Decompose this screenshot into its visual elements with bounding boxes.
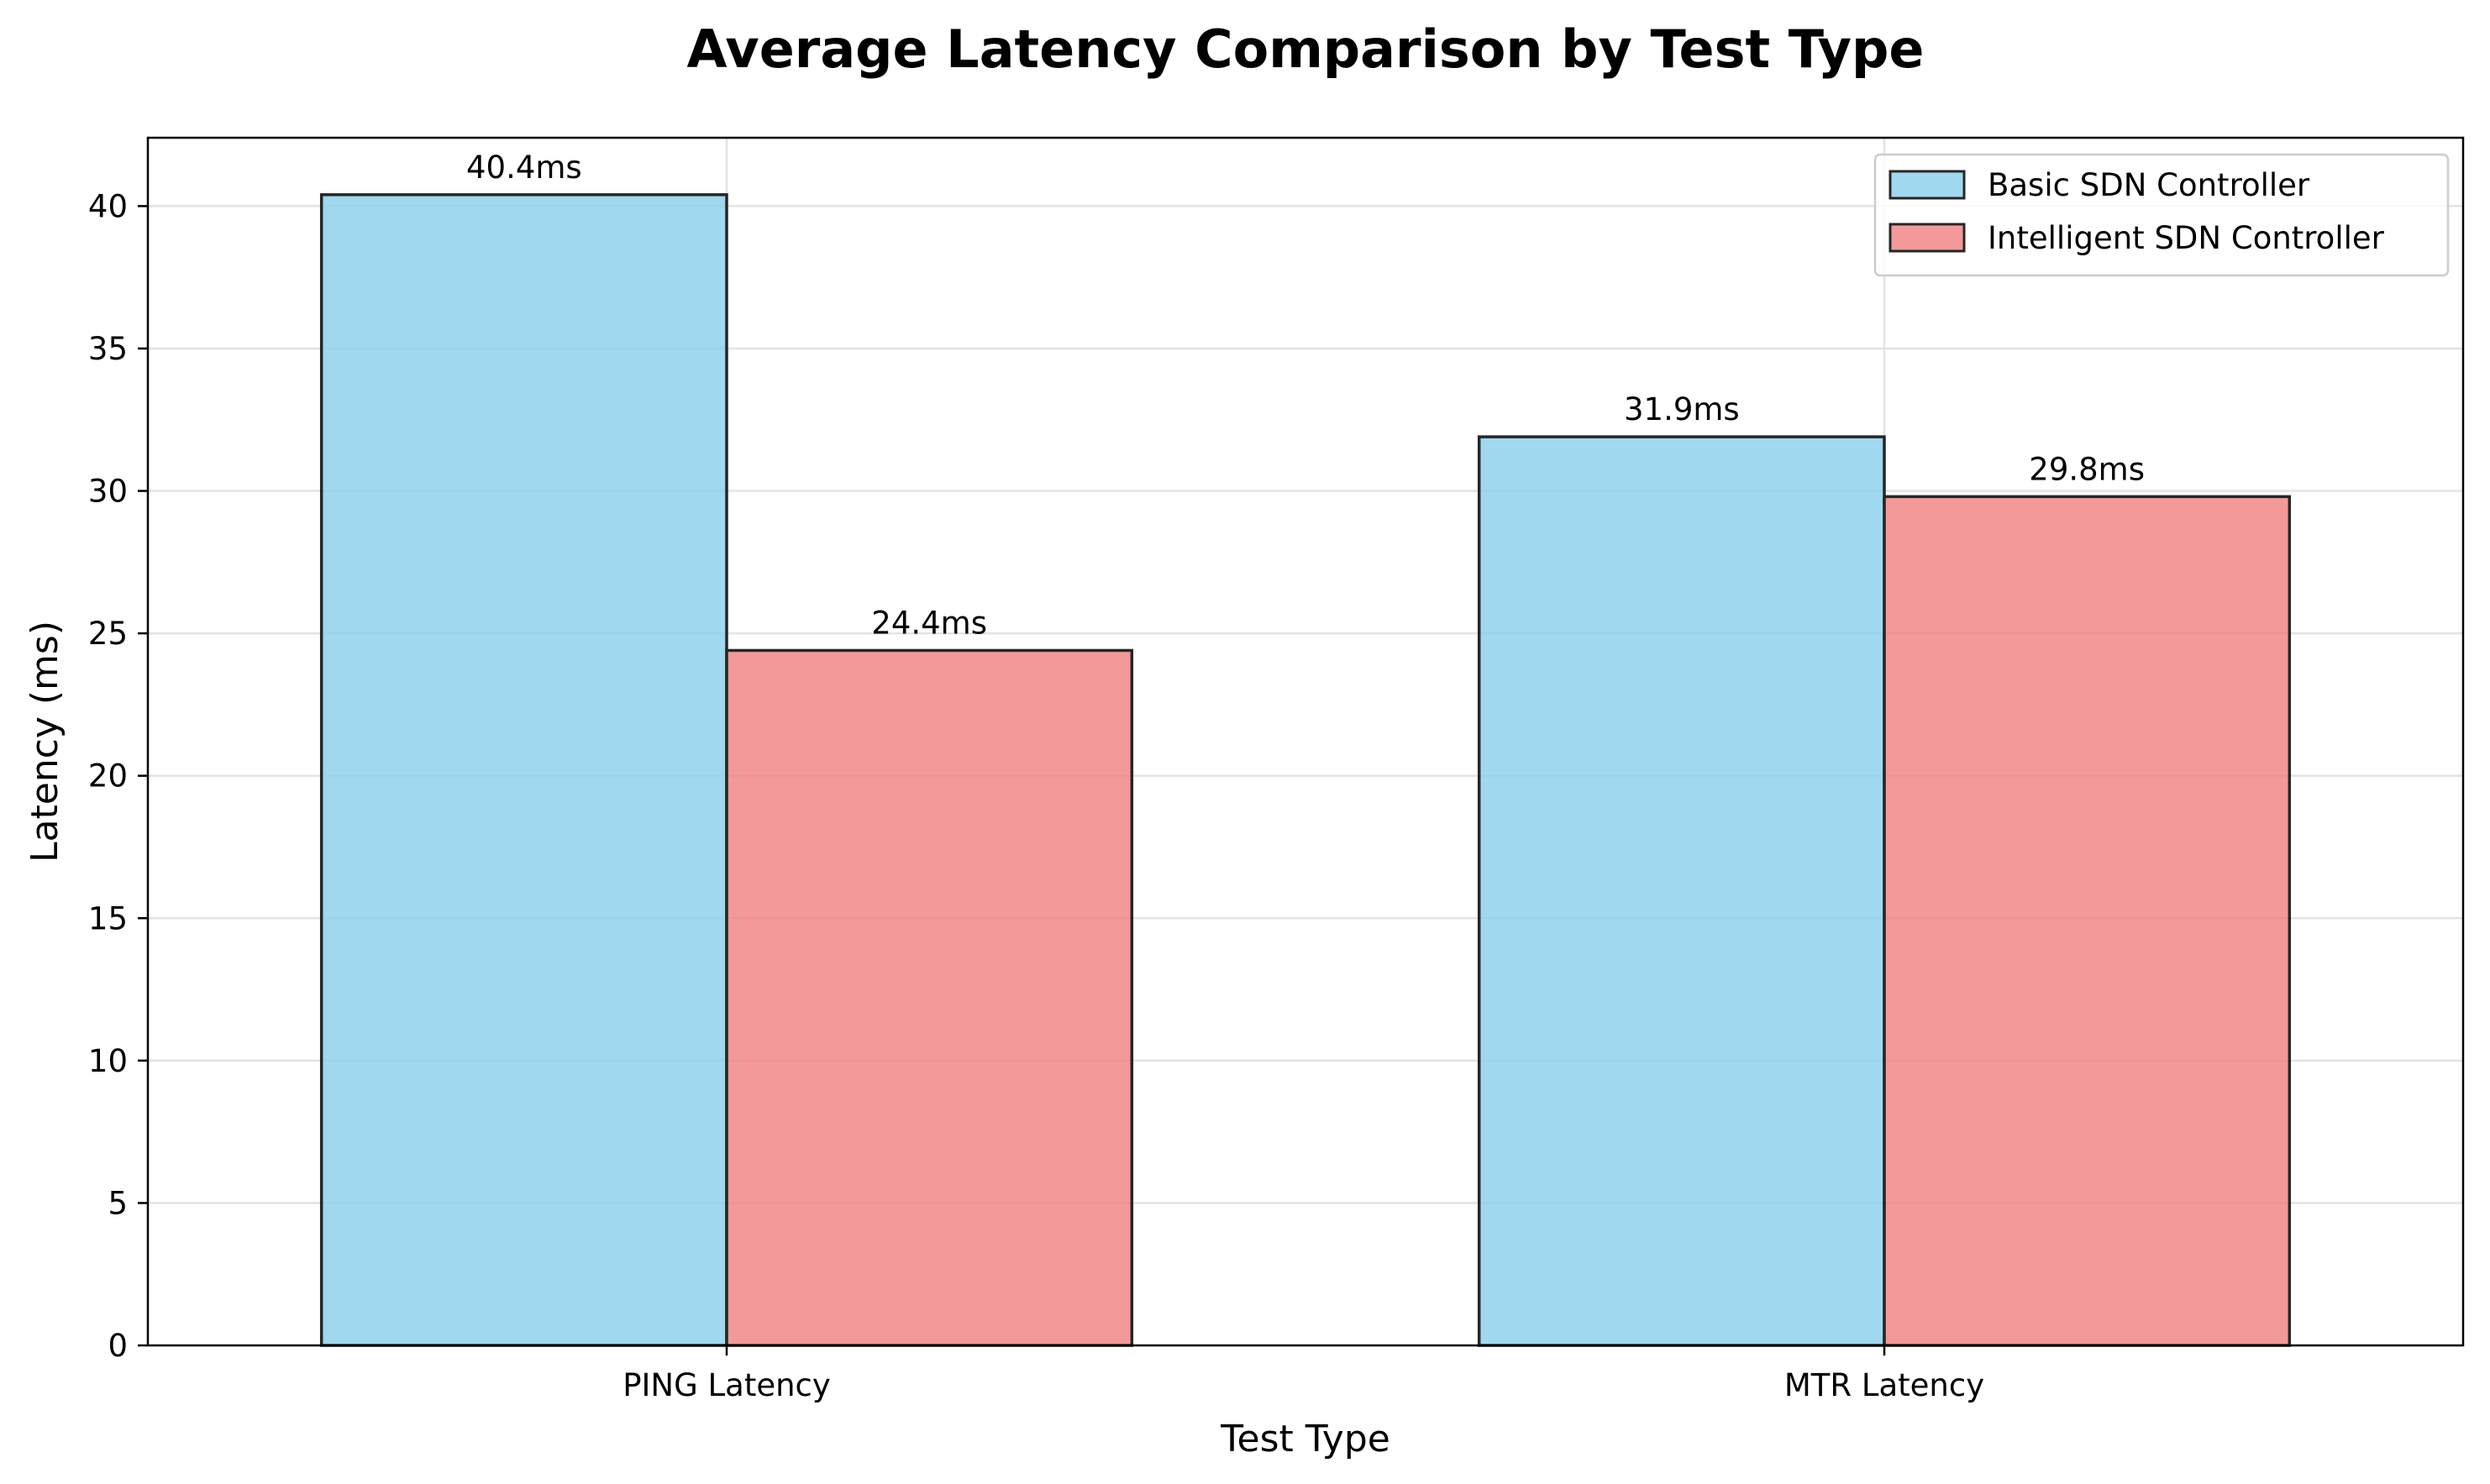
- chart-title: Average Latency Comparison by Test Type: [687, 18, 1925, 80]
- bar-value-label: 31.9ms: [1624, 391, 1740, 427]
- bar-value-label: 40.4ms: [466, 149, 582, 186]
- x-axis-label: Test Type: [1220, 1418, 1390, 1460]
- y-tick-label: 0: [108, 1328, 128, 1364]
- bars: [319, 193, 2292, 1347]
- y-tick-label: 20: [88, 758, 128, 794]
- plot-frame: [146, 136, 2465, 1347]
- legend-swatch: [1889, 223, 1966, 253]
- y-tick-label: 25: [88, 616, 128, 652]
- legend-label: Intelligent SDN Controller: [1988, 220, 2385, 256]
- bar: [319, 193, 728, 1347]
- bar: [1477, 435, 1886, 1347]
- data-labels: 40.4ms 31.9ms 24.4ms 29.8ms: [466, 149, 2145, 642]
- y-tick-label: 40: [88, 188, 128, 224]
- legend-box: [1873, 153, 2450, 277]
- y-tick-label: 5: [108, 1185, 128, 1221]
- bar-value-label: 29.8ms: [2029, 451, 2145, 487]
- x-tick-label: MTR Latency: [1784, 1367, 1984, 1403]
- y-tick-label: 10: [88, 1043, 128, 1079]
- y-tick-label: 35: [88, 331, 128, 367]
- legend-swatch: [1889, 170, 1966, 200]
- y-tick-label: 30: [88, 474, 128, 510]
- x-tick-label: PING Latency: [622, 1367, 831, 1403]
- legend-label: Basic SDN Controller: [1988, 167, 2310, 203]
- bar: [1883, 495, 2292, 1347]
- y-axis-label: Latency (ms): [24, 621, 66, 863]
- bar-value-label: 24.4ms: [871, 605, 987, 641]
- legend: Basic SDN Controller Intelligent SDN Cont…: [1873, 153, 2450, 277]
- y-tick-label: 15: [88, 900, 128, 936]
- axis-ticks: 0 5 10 15 20 25 30 35 40 PING Latency MTR Latency: [88, 188, 1984, 1403]
- bar: [725, 648, 1134, 1347]
